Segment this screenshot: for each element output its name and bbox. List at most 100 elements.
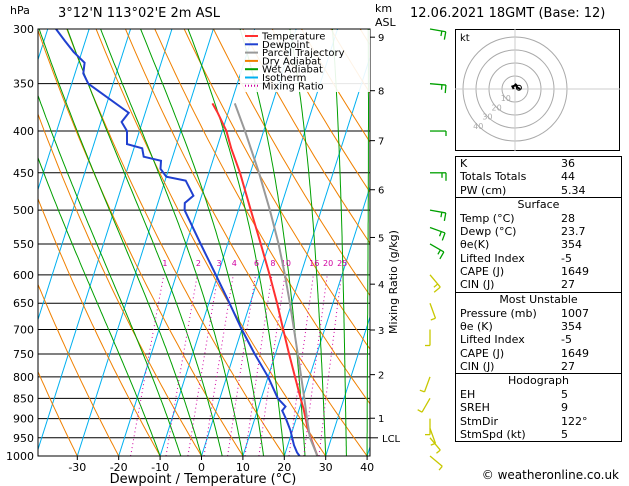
most-unstable-value: 27 — [561, 359, 575, 373]
isotherm-line — [0, 29, 6, 456]
most-unstable-value: 354 — [561, 319, 582, 333]
hodograph-param-label: EH — [460, 388, 476, 402]
most-unstable-row: CIN (J) 27 — [456, 360, 621, 373]
pw-label: PW (cm) — [460, 183, 507, 197]
hodograph-param-row: StmDir 122° — [456, 415, 621, 428]
surface-label: CIN (J) — [460, 278, 495, 292]
most-unstable-label: Pressure (mb) — [460, 306, 537, 320]
surface-label: Dewp (°C) — [460, 225, 517, 239]
legend-label: Isotherm — [262, 73, 306, 84]
surface-section: Surface Temp (°C) 28 Dewp (°C) 23.7 θe(K) 354… — [456, 196, 621, 292]
pressure-tick-label: 750 — [13, 348, 34, 361]
surface-value: 27 — [561, 278, 575, 292]
dry-adiabat-line — [38, 283, 120, 456]
most-unstable-title: Most Unstable — [499, 292, 578, 306]
pressure-tick-label: 900 — [13, 413, 34, 426]
hodograph-param-label: StmSpd (kt) — [460, 428, 526, 442]
x-tick-label: 20 — [277, 461, 291, 474]
hodograph-storm-motion — [515, 84, 522, 91]
pressure-tick-label: 600 — [13, 269, 34, 282]
wind-barb-flag — [417, 409, 423, 413]
dry-adiabat-line — [271, 29, 370, 194]
hodograph-param-label: StmDir — [460, 414, 499, 428]
surface-row: CIN (J) 27 — [456, 278, 621, 291]
mixing-ratio-axis-label: Mixing Ratio (g/kg) — [387, 230, 400, 334]
hodograph-param-value: 122° — [561, 414, 588, 428]
mixing-ratio-label: 3 — [217, 259, 222, 268]
mixing-ratio-label: 2 — [196, 259, 201, 268]
x-tick-label: 0 — [198, 461, 205, 474]
wind-barb-flag — [433, 283, 439, 288]
hodograph-param-row: EH 5 — [456, 388, 621, 401]
k-index-label: K — [460, 157, 468, 170]
most-unstable-value: -5 — [561, 333, 572, 347]
pressure-tick-label: 350 — [13, 78, 34, 91]
temperature-line — [211, 102, 319, 456]
hodograph-params-title: Hodograph — [508, 374, 569, 388]
most-unstable-row: Pressure (mb) 1007 — [456, 307, 621, 320]
wind-barb-flag — [437, 249, 441, 255]
hodograph-ring-label: 40 — [473, 122, 483, 131]
totals-totals-label: Totals Totals — [460, 170, 527, 184]
hodograph-params-section: Hodograph EH 5 SREH 9 StmDir 122° StmSpd (kt) 5 — [456, 373, 621, 441]
mixing-ratio-line — [288, 274, 314, 456]
pw-value: 5.34 — [561, 183, 586, 197]
isotherm-line — [201, 29, 339, 456]
k-index-value: 36 — [561, 157, 575, 170]
wind-barb-flag — [441, 232, 446, 241]
hpa-label: hPa — [10, 4, 30, 17]
hodograph-param-value: 5 — [561, 388, 568, 402]
wet-adiabat-line — [38, 29, 202, 456]
wind-barb — [429, 274, 441, 293]
x-tick-label: -10 — [151, 461, 169, 474]
wind-barb-staff — [429, 302, 437, 319]
surface-label: θe(K) — [460, 238, 490, 252]
wind-barb — [417, 398, 431, 413]
most-unstable-value: 1007 — [561, 306, 589, 320]
wind-barb — [429, 209, 447, 221]
mixing-ratio-label: 6 — [254, 259, 259, 268]
x-tick-label: 40 — [360, 461, 374, 474]
wet-adiabat-line — [140, 29, 265, 456]
mixing-ratio-label: 4 — [232, 259, 237, 268]
wind-barb-flag — [440, 212, 443, 218]
km-tick-label: 3 — [378, 326, 384, 337]
surface-value: 1649 — [561, 265, 589, 279]
wind-barb-flag — [443, 31, 447, 40]
wet-adiabat-line — [187, 29, 285, 456]
isotherm-line — [76, 29, 214, 456]
legend-label: Temperature — [261, 32, 325, 43]
x-tick-label: 10 — [236, 461, 250, 474]
wind-barb-flag — [440, 30, 443, 37]
surface-row: Dewp (°C) 23.7 — [456, 225, 621, 238]
mixing-ratio-label: 25 — [337, 259, 347, 268]
wind-barb-staff — [429, 83, 446, 86]
wind-barb — [429, 243, 445, 260]
km-tick-label: 4 — [378, 280, 384, 291]
pressure-tick-label: 650 — [13, 297, 34, 310]
pressure-tick-label: 800 — [13, 371, 34, 384]
wind-barb — [429, 226, 446, 241]
km-label: km — [375, 2, 393, 15]
dewpoint-line — [55, 29, 301, 456]
parcel-trajectory-line — [233, 103, 319, 456]
surface-label: CAPE (J) — [460, 265, 505, 279]
surface-value: -5 — [561, 251, 572, 265]
most-unstable-section: Most Unstable Pressure (mb) 1007 θe (K) 354… — [456, 291, 621, 373]
isotherm-line — [38, 29, 132, 322]
pressure-tick-label: 400 — [13, 125, 34, 138]
mixing-ratio-label: 10 — [281, 259, 291, 268]
wind-barb — [430, 172, 447, 181]
dry-adiabat-line — [125, 29, 368, 456]
wind-barb-flag — [439, 251, 445, 260]
k-index-row: K 36 — [456, 157, 621, 170]
wind-barb-staff — [429, 226, 446, 234]
mixing-ratio-line — [303, 274, 328, 456]
wet-adiabat-line — [239, 29, 306, 456]
mixing-ratio-line — [165, 274, 198, 456]
location-title: 3°12'N 113°02'E 2m ASL — [58, 6, 220, 21]
surface-value: 23.7 — [561, 225, 586, 239]
wet-adiabat-line — [38, 94, 182, 456]
mixing-ratio-line — [244, 274, 273, 456]
isotherm-line — [118, 29, 256, 456]
